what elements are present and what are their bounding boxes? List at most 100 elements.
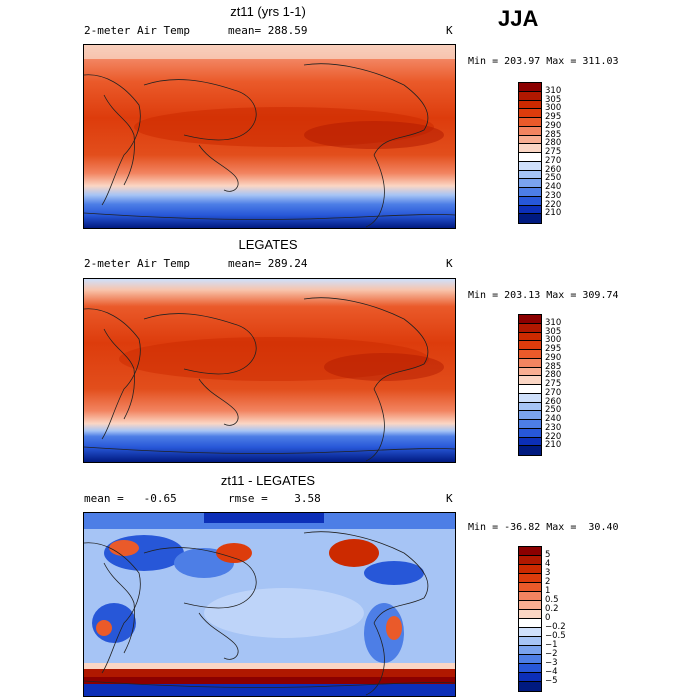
- colorbar-swatch: [519, 188, 541, 197]
- colorbar-tick-label: 285: [545, 129, 562, 140]
- panel2-map-svg: [84, 279, 455, 462]
- panel3-minmax: Min = -36.82 Max = 30.40: [468, 522, 619, 533]
- colorbar-tick-label: 310: [545, 317, 562, 328]
- colorbar-swatch: [519, 385, 541, 394]
- colorbar-tick-label: −3: [545, 658, 558, 668]
- colorbar-tick-label: −4: [545, 667, 558, 677]
- colorbar-swatch: [519, 196, 541, 206]
- colorbar-tick-label: 260: [545, 164, 562, 175]
- colorbar-swatch: [519, 628, 541, 637]
- panel1-variable-label: 2-meter Air Temp: [84, 24, 190, 37]
- colorbar-tick-label: 250: [545, 173, 562, 184]
- colorbar-swatch: [519, 100, 541, 110]
- panel2-variable-label: 2-meter Air Temp: [84, 257, 190, 270]
- colorbar-swatch: [519, 565, 541, 574]
- colorbar-swatch: [519, 583, 541, 592]
- colorbar-tick-label: 260: [545, 396, 562, 407]
- colorbar-swatch: [519, 83, 541, 92]
- panel2-colorbar: [518, 314, 542, 456]
- panel3-map-svg: [84, 513, 455, 696]
- colorbar-tick-label: 240: [545, 182, 562, 192]
- colorbar-swatch: [519, 358, 541, 368]
- colorbar-swatch: [519, 446, 541, 455]
- panel2-mean-label: mean= 289.24: [228, 257, 308, 270]
- panel1-title: zt11 (yrs 1-1): [230, 4, 306, 19]
- panel3-colorbar-labels: 5 4 3 2 1 0.5 0.2 0 −0.2 −0.5 −1 −2 −3 −4 −5: [545, 546, 585, 690]
- colorbar-tick-label: 300: [545, 335, 562, 346]
- colorbar-tick-label: 290: [545, 352, 562, 363]
- colorbar-swatch: [519, 170, 541, 180]
- panel2-units-label: K: [446, 257, 453, 270]
- colorbar-tick-label: 230: [545, 422, 562, 433]
- colorbar-swatch: [519, 437, 541, 447]
- colorbar-swatch: [519, 91, 541, 101]
- panel3-rmse-label: rmse = 3.58: [228, 492, 321, 505]
- colorbar-swatch: [519, 350, 541, 359]
- colorbar-swatch: [519, 341, 541, 350]
- colorbar-tick-label: 0: [545, 613, 551, 623]
- colorbar-swatch: [519, 376, 541, 385]
- colorbar-tick-label: −2: [545, 649, 558, 659]
- colorbar-tick-label: 1: [545, 586, 551, 596]
- panel1-map: [83, 44, 456, 229]
- colorbar-tick-label: 250: [545, 405, 562, 416]
- colorbar-tick-label: 3: [545, 568, 551, 578]
- colorbar-swatch: [519, 118, 541, 127]
- colorbar-swatch: [519, 109, 541, 118]
- colorbar-tick-label: 305: [545, 94, 562, 105]
- colorbar-swatch: [519, 637, 541, 646]
- colorbar-tick-label: 280: [545, 138, 562, 149]
- colorbar-tick-label: 220: [545, 431, 562, 442]
- colorbar-tick-label: −0.2: [545, 622, 566, 632]
- colorbar-tick-label: 295: [545, 344, 562, 354]
- panel1-colorbar-labels: 310 305 300 295 290 285 280 275 270 260 250 240 230 2…: [545, 82, 585, 222]
- colorbar-tick-label: −5: [545, 676, 558, 686]
- colorbar-swatch: [519, 574, 541, 583]
- colorbar-tick-label: 280: [545, 370, 562, 381]
- colorbar-swatch: [519, 126, 541, 136]
- colorbar-swatch: [519, 601, 541, 610]
- panel1-units-label: K: [446, 24, 453, 37]
- colorbar-swatch: [519, 332, 541, 342]
- colorbar-swatch: [519, 179, 541, 188]
- colorbar-tick-label: 230: [545, 190, 562, 201]
- colorbar-swatch: [519, 153, 541, 162]
- colorbar-swatch: [519, 205, 541, 215]
- panel3-mean-label: mean = -0.65: [84, 492, 177, 505]
- colorbar-tick-label: 275: [545, 379, 562, 389]
- panel1-mean-label: mean= 288.59: [228, 24, 308, 37]
- colorbar-swatch: [519, 547, 541, 556]
- colorbar-tick-label: 300: [545, 103, 562, 114]
- colorbar-tick-label: 270: [545, 387, 562, 398]
- colorbar-tick-label: 4: [545, 559, 551, 569]
- colorbar-swatch: [519, 323, 541, 333]
- colorbar-tick-label: 5: [545, 550, 551, 560]
- colorbar-swatch: [519, 619, 541, 628]
- colorbar-swatch: [519, 556, 541, 565]
- colorbar-swatch: [519, 592, 541, 601]
- panel2-map: [83, 278, 456, 463]
- colorbar-tick-label: 210: [545, 440, 562, 451]
- panel2-colorbar-labels: 310 305 300 295 290 285 280 275 270 260 250 240 230 2…: [545, 314, 585, 454]
- colorbar-tick-label: 305: [545, 326, 562, 337]
- colorbar-swatch: [519, 315, 541, 324]
- panel2-title: LEGATES: [238, 237, 298, 252]
- colorbar-swatch: [519, 411, 541, 420]
- panel3-title: zt11 - LEGATES: [220, 473, 316, 488]
- colorbar-swatch: [519, 682, 541, 691]
- colorbar-tick-label: 220: [545, 199, 562, 210]
- colorbar-swatch: [519, 610, 541, 619]
- colorbar-swatch: [519, 214, 541, 223]
- colorbar-swatch: [519, 393, 541, 403]
- season-label: JJA: [498, 6, 539, 31]
- colorbar-swatch: [519, 367, 541, 377]
- colorbar-tick-label: 285: [545, 361, 562, 372]
- colorbar-tick-label: 2: [545, 577, 551, 587]
- colorbar-tick-label: 0.2: [545, 604, 559, 614]
- panel3-colorbar: [518, 546, 542, 692]
- panel3-units-label: K: [446, 492, 453, 505]
- colorbar-swatch: [519, 420, 541, 429]
- panel1-colorbar: [518, 82, 542, 224]
- colorbar-tick-label: 0.5: [545, 595, 559, 605]
- colorbar-swatch: [519, 673, 541, 682]
